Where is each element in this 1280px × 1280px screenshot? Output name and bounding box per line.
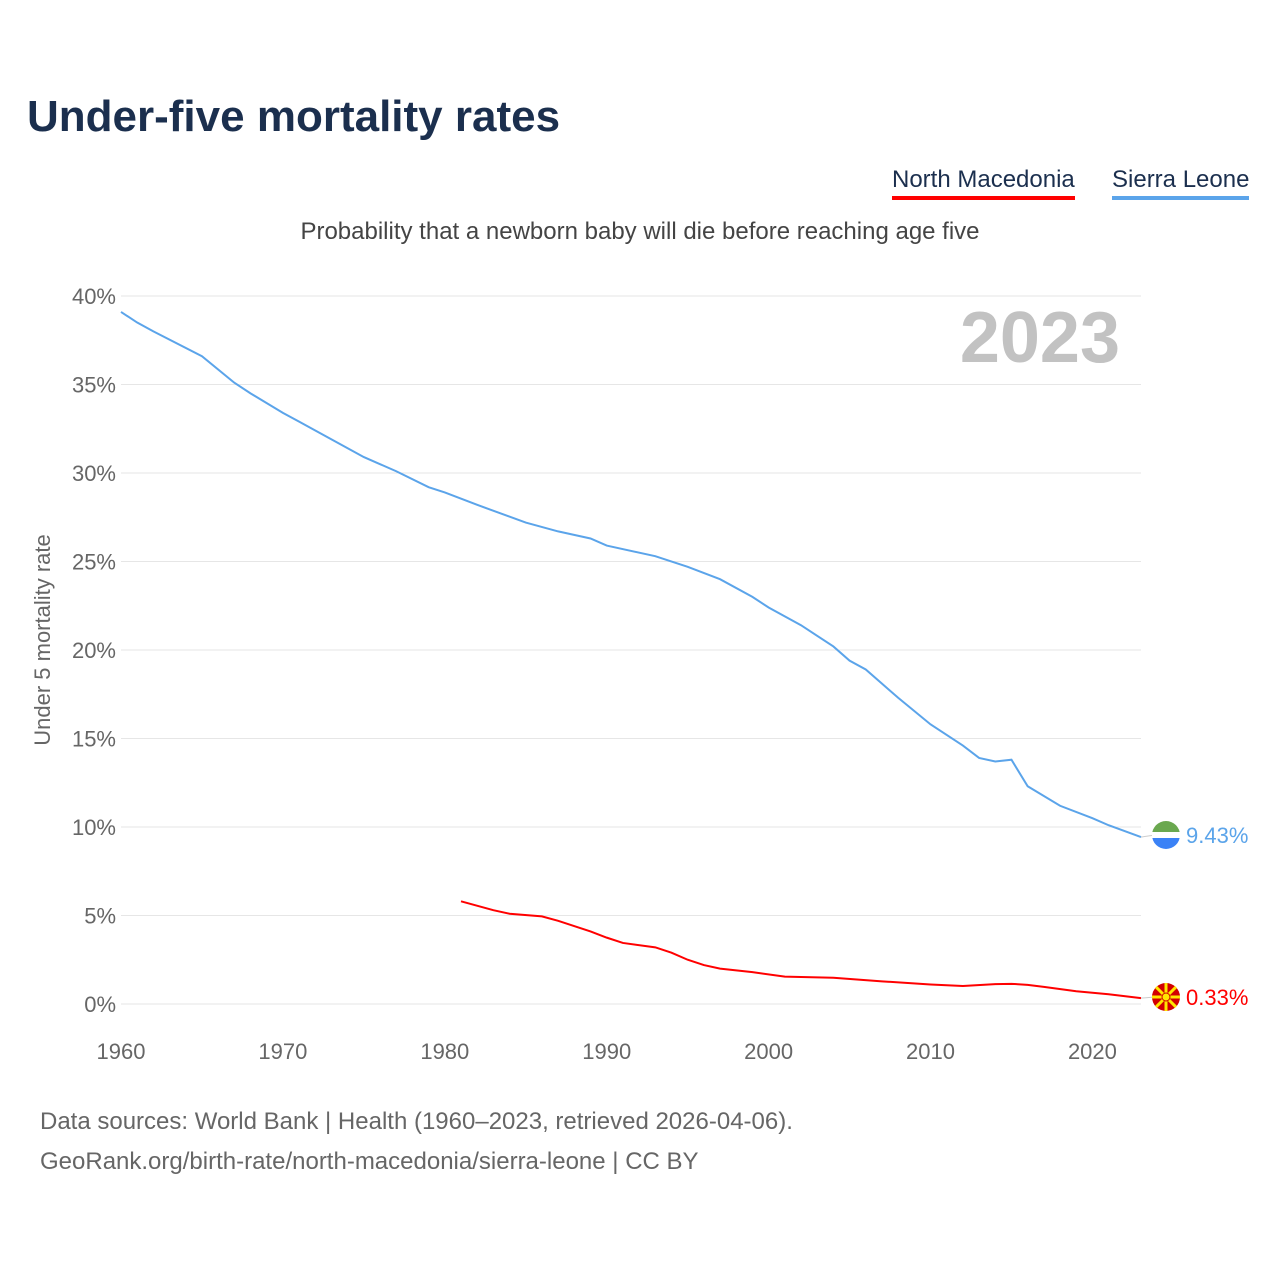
x-tick-label: 1980 (420, 1039, 469, 1064)
y-tick-label: 30% (72, 461, 116, 486)
y-tick-label: 25% (72, 550, 116, 575)
y-tick-label: 5% (84, 904, 116, 929)
series-line-sierra-leone (120, 311, 1142, 839)
chart-subtitle: Probability that a newborn baby will die… (300, 218, 980, 245)
source-line-2[interactable]: GeoRank.org/birth-rate/north-macedonia/s… (40, 1148, 699, 1175)
y-tick-label: 20% (72, 638, 116, 663)
sierra-leone-flag-icon (1152, 832, 1180, 838)
y-tick-label: 40% (72, 284, 116, 309)
x-tick-label: 1990 (582, 1039, 631, 1064)
sierra-leone-flag-icon (1152, 835, 1180, 849)
legend-north-macedonia[interactable]: North Macedonia (892, 166, 1075, 200)
end-value-label: 0.33% (1186, 985, 1248, 1010)
end-value-label: 9.43% (1186, 823, 1248, 848)
y-tick-label: 0% (84, 992, 116, 1017)
y-tick-label: 35% (72, 373, 116, 398)
series-line-north-macedonia (460, 900, 1142, 1000)
sierra-leone-flag-icon (1152, 821, 1180, 835)
chart-title: Under-five mortality rates (27, 92, 561, 141)
x-tick-label: 1970 (258, 1039, 307, 1064)
legend-sierra-leone[interactable]: Sierra Leone (1112, 166, 1250, 200)
x-tick-label: 1960 (97, 1039, 146, 1064)
x-tick-label: 2000 (744, 1039, 793, 1064)
north-macedonia-flag-icon (1161, 992, 1171, 1002)
x-tick-label: 2020 (1068, 1039, 1117, 1064)
x-tick-label: 2010 (906, 1039, 955, 1064)
y-tick-label: 15% (72, 727, 116, 752)
y-axis-label: Under 5 mortality rate (30, 534, 55, 746)
source-line-1: Data sources: World Bank | Health (1960–… (40, 1108, 793, 1135)
y-tick-label: 10% (72, 815, 116, 840)
year-label: 2023 (960, 298, 1120, 378)
